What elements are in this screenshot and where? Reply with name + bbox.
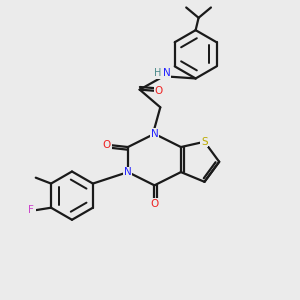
Text: O: O — [103, 140, 111, 150]
Text: N: N — [151, 129, 158, 139]
Text: H: H — [154, 68, 161, 78]
Bar — [102, 140, 112, 149]
Text: N: N — [163, 68, 171, 78]
Bar — [26, 206, 36, 214]
Bar — [150, 129, 159, 138]
Bar — [150, 199, 159, 208]
Text: S: S — [201, 137, 208, 147]
Bar — [200, 137, 209, 146]
Text: N: N — [124, 167, 132, 177]
Bar — [154, 87, 164, 95]
Text: O: O — [155, 86, 163, 96]
Text: F: F — [28, 205, 34, 215]
Bar — [153, 69, 169, 78]
Text: O: O — [150, 199, 158, 208]
Bar — [124, 168, 132, 176]
